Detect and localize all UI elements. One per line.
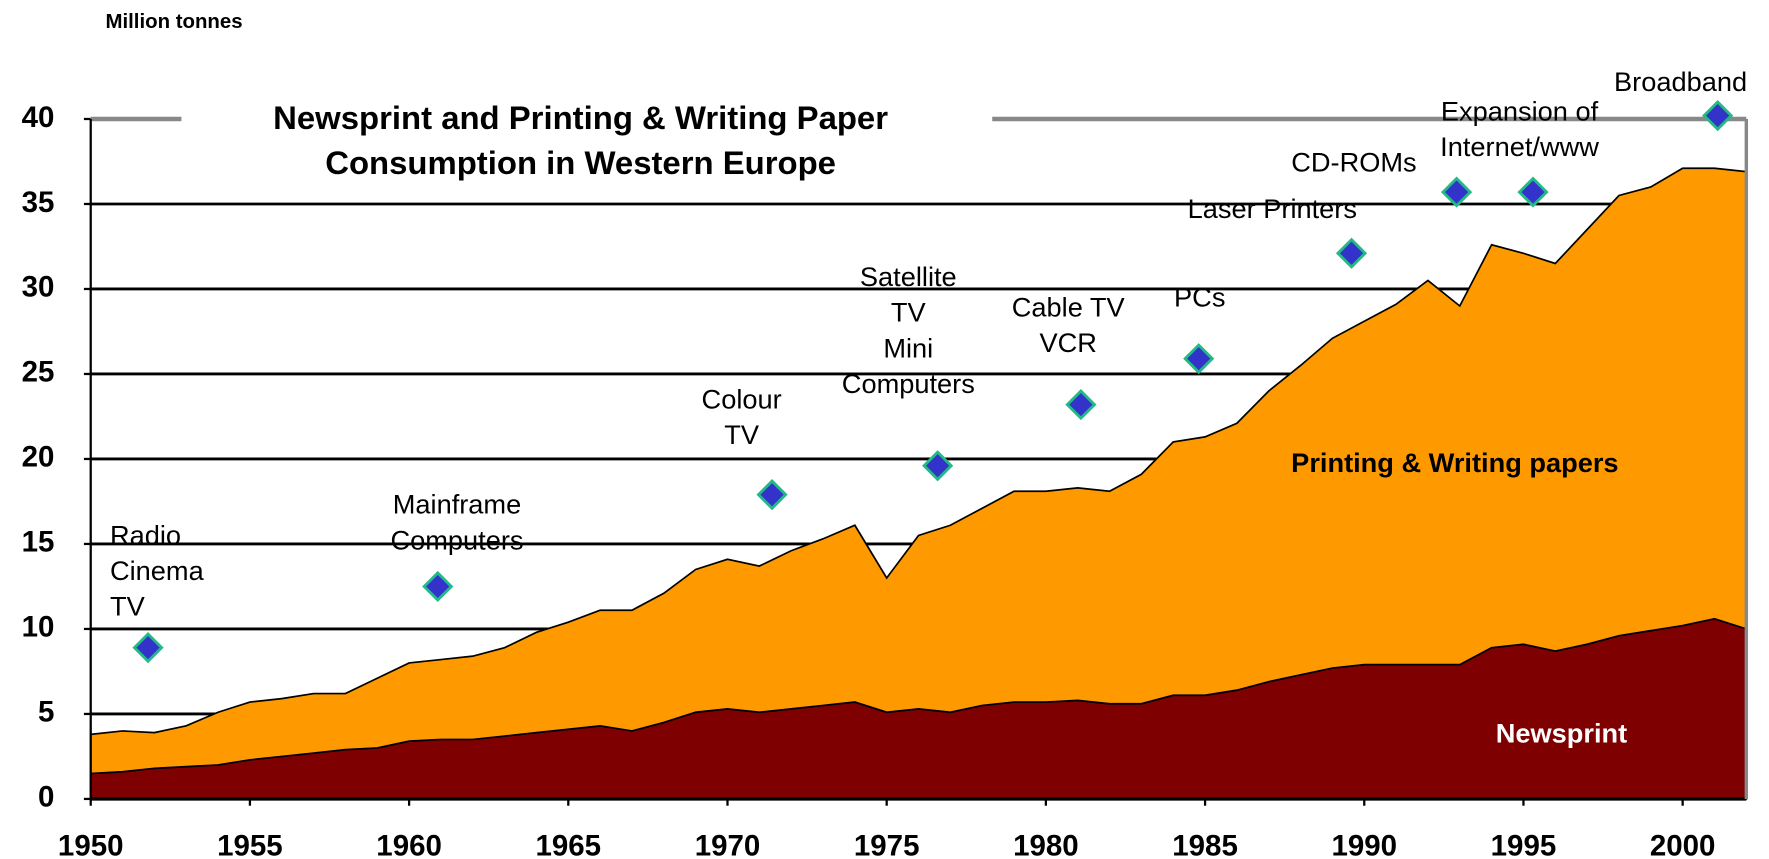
milestone-label: TV — [891, 297, 927, 328]
series-label: Printing & Writing papers — [1291, 447, 1618, 478]
y-tick-label: 0 — [38, 781, 54, 814]
y-tick-label: 35 — [22, 186, 55, 219]
y-axis-label: Million tonnes — [105, 11, 242, 33]
x-tick-label: 1985 — [1172, 829, 1238, 859]
y-tick-label: 15 — [22, 526, 55, 559]
milestone-label: Cable TV — [1012, 292, 1126, 323]
milestone-label: PCs — [1174, 281, 1225, 312]
milestone-label: Internet/www — [1440, 131, 1599, 162]
milestone-label: Expansion of — [1441, 96, 1599, 127]
milestone-marker — [1065, 388, 1097, 421]
milestone-marker — [756, 479, 788, 511]
milestone-label: VCR — [1039, 327, 1096, 358]
milestone-marker — [1702, 99, 1734, 132]
chart-title: Newsprint and Printing & Writing Paper — [273, 99, 888, 136]
milestone-label: Satellite — [860, 261, 957, 292]
y-tick-label: 40 — [22, 101, 55, 134]
x-tick-label: 1990 — [1331, 829, 1397, 859]
milestone-marker — [922, 450, 954, 482]
milestone-marker — [1440, 176, 1473, 208]
x-tick-label: 1955 — [217, 829, 283, 859]
milestone-marker — [422, 570, 454, 603]
milestone-marker — [1517, 176, 1549, 208]
milestone-label: Computers — [842, 368, 975, 399]
x-tick-label: 1970 — [695, 829, 761, 859]
milestone-marker — [1183, 343, 1215, 375]
y-tick-label: 10 — [22, 611, 55, 644]
milestone-label: Laser Printers — [1188, 193, 1357, 224]
series-label: Newsprint — [1496, 718, 1627, 749]
milestone-label: Computers — [390, 524, 523, 555]
y-tick-label: 25 — [22, 356, 55, 389]
milestone-label: Cinema — [110, 555, 205, 586]
milestone-label: Broadband — [1614, 66, 1747, 97]
y-tick-label: 5 — [38, 696, 54, 729]
x-tick-label: 2000 — [1650, 829, 1716, 859]
y-tick-label: 30 — [22, 271, 55, 304]
x-tick-label: 1950 — [58, 829, 124, 859]
chart-title: Consumption in Western Europe — [325, 144, 836, 181]
title-backdrop — [181, 96, 993, 193]
milestone-label: CD-ROMs — [1291, 147, 1416, 178]
milestone-label: TV — [110, 591, 146, 622]
milestone-label: Colour — [702, 383, 782, 414]
x-tick-label: 1965 — [536, 829, 602, 859]
milestone-label: TV — [724, 419, 760, 450]
milestone-label: Radio — [110, 519, 181, 550]
x-tick-label: 1960 — [376, 829, 442, 859]
milestone-label: Mainframe — [393, 489, 521, 520]
y-tick-label: 20 — [22, 441, 55, 474]
milestone-marker — [132, 632, 164, 664]
milestone-marker — [1335, 237, 1368, 269]
x-tick-label: 1995 — [1491, 829, 1557, 859]
milestone-label: Mini — [883, 332, 933, 363]
x-tick-label: 1975 — [854, 829, 920, 859]
x-tick-label: 1980 — [1013, 829, 1079, 859]
